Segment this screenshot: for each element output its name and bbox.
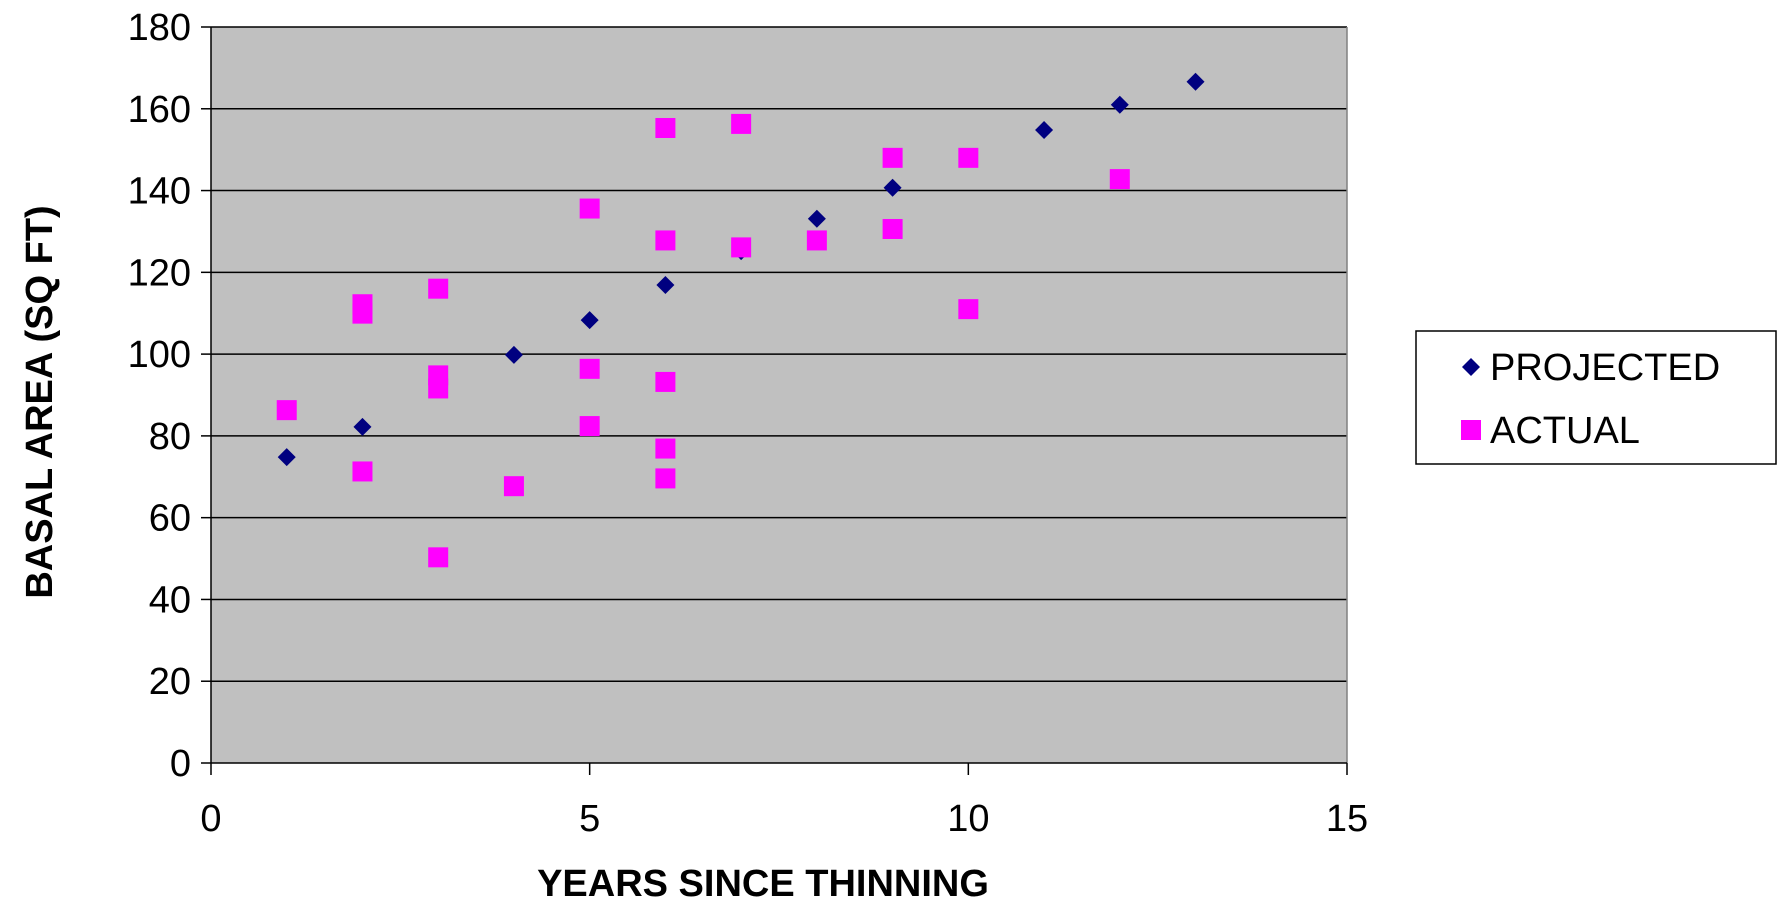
y-tick-label: 100 (128, 334, 191, 376)
legend-marker-actual (1461, 420, 1481, 440)
projected-point (353, 417, 372, 436)
legend-label-projected: PROJECTED (1490, 347, 1720, 389)
actual-point (503, 476, 524, 497)
plot-area (211, 27, 1347, 763)
actual-point (958, 299, 979, 320)
projected-point (580, 311, 599, 330)
actual-point (731, 237, 752, 258)
projected-point (656, 276, 675, 295)
grid-lines (211, 26, 1347, 682)
projected-point (277, 448, 296, 467)
legend: PROJECTED ACTUAL (1415, 330, 1777, 465)
projected-point (504, 345, 523, 364)
actual-point (428, 278, 449, 299)
y-axis-title: BASAL AREA (SQ FT) (19, 205, 61, 598)
projected-point (1110, 95, 1129, 114)
actual-point (352, 461, 373, 482)
legend-marker-projected (1462, 358, 1480, 376)
actual-point (1109, 169, 1130, 190)
actual-point (655, 117, 676, 138)
actual-point (579, 358, 600, 379)
actual-point (806, 230, 827, 251)
y-tick-label: 120 (128, 252, 191, 294)
projected-point (807, 209, 826, 228)
actual-point (579, 416, 600, 437)
projected-point (883, 178, 902, 197)
actual-point (352, 303, 373, 324)
actual-point (655, 230, 676, 251)
y-tick-label: 20 (149, 661, 191, 703)
projected-point (1035, 121, 1054, 140)
data-points (276, 72, 1205, 568)
y-tick-label: 160 (128, 89, 191, 131)
actual-point (958, 147, 979, 168)
legend-box (1415, 330, 1777, 465)
y-tick-label: 0 (170, 743, 191, 785)
actual-point (882, 147, 903, 168)
legend-entry-actual: ACTUAL (1461, 410, 1640, 452)
actual-point (655, 438, 676, 459)
x-tick-label: 15 (1326, 798, 1368, 840)
x-tick-label: 5 (579, 798, 600, 840)
actual-point (655, 371, 676, 392)
actual-point (882, 218, 903, 239)
axes: 0 20 40 60 80 100 120 140 160 180 0 5 10 15 (128, 7, 1369, 840)
x-axis-title: YEARS SINCE THINNING (537, 863, 989, 905)
actual-point (428, 547, 449, 568)
y-tick-label: 180 (128, 7, 191, 49)
actual-point (428, 378, 449, 399)
actual-point (655, 468, 676, 489)
projected-point (1186, 72, 1205, 91)
y-tick-label: 40 (149, 579, 191, 621)
x-tick-label: 10 (947, 798, 989, 840)
actual-point (731, 113, 752, 134)
y-tick-label: 60 (149, 498, 191, 540)
x-tick-label: 0 (200, 798, 221, 840)
actual-point (579, 198, 600, 219)
y-tick-label: 80 (149, 416, 191, 458)
actual-point (276, 400, 297, 421)
y-tick-label: 140 (128, 171, 191, 213)
legend-entry-projected: PROJECTED (1462, 347, 1720, 389)
legend-label-actual: ACTUAL (1490, 410, 1640, 452)
